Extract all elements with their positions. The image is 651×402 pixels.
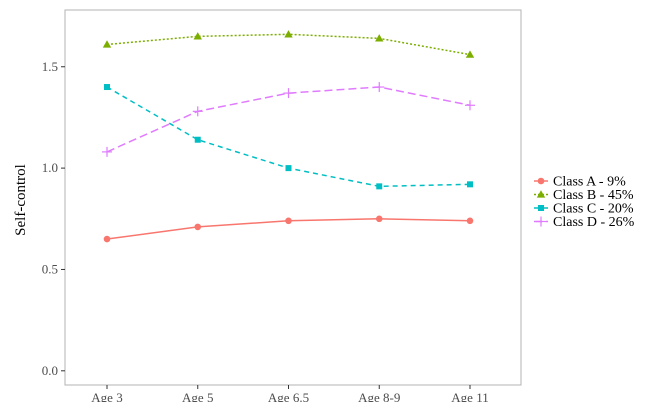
data-point	[194, 223, 202, 231]
series-c	[104, 84, 473, 190]
series-a	[103, 215, 474, 243]
x-tick-label: Age 5	[182, 390, 213, 402]
data-point	[467, 181, 473, 188]
legend-key-marker	[538, 205, 544, 211]
legend-label: Class D - 26%	[553, 215, 635, 230]
data-point	[375, 215, 383, 223]
legend-key-marker	[537, 177, 545, 185]
series-layer	[102, 30, 475, 243]
data-point	[465, 50, 475, 58]
data-point	[104, 84, 110, 91]
legend-label: Class B - 45%	[553, 188, 634, 203]
x-tick-label: Age 3	[91, 390, 122, 402]
x-tick-label: Age 8-9	[358, 390, 400, 402]
legend-item: Class B - 45%	[534, 188, 634, 203]
data-point	[285, 165, 292, 172]
legend-key-marker	[536, 216, 546, 227]
data-point	[194, 136, 201, 143]
y-tick-label: 0.5	[42, 261, 58, 276]
data-point	[376, 183, 383, 190]
x-axis: Age 3 Age 5 Age 6.5 Age 8-9 Age 11	[91, 385, 489, 402]
legend-label: Class C - 20%	[553, 202, 634, 217]
y-tick-label: 1.5	[42, 59, 58, 74]
y-tick-label: 1.0	[42, 160, 58, 175]
data-point	[283, 88, 294, 99]
data-point	[285, 217, 292, 225]
data-point	[284, 30, 293, 38]
legend-item: Class C - 20%	[534, 202, 634, 217]
legend-item: Class A - 9%	[534, 175, 626, 190]
plot-panel	[64, 9, 522, 386]
data-point	[465, 100, 475, 111]
legend-key-marker	[536, 190, 546, 198]
x-tick-label: Age 6.5	[268, 390, 309, 402]
series-b	[102, 30, 475, 58]
y-axis: 0.0 0.5 1.0 1.5	[42, 59, 65, 378]
series-d	[102, 82, 475, 157]
data-point	[102, 146, 112, 157]
data-point	[375, 34, 384, 42]
y-axis-title: Self-control	[13, 164, 29, 236]
legend: Class A - 9%Class B - 45%Class C - 20%Cl…	[534, 175, 635, 230]
data-point	[466, 217, 474, 225]
data-point	[193, 32, 202, 40]
series-line	[106, 86, 471, 153]
data-point	[192, 106, 203, 117]
data-point	[374, 82, 385, 93]
data-point	[102, 40, 112, 48]
data-point	[103, 235, 111, 243]
legend-label: Class A - 9%	[553, 175, 626, 190]
y-tick-label: 0.0	[42, 363, 58, 378]
legend-item: Class D - 26%	[534, 215, 635, 230]
x-tick-label: Age 11	[451, 390, 488, 402]
